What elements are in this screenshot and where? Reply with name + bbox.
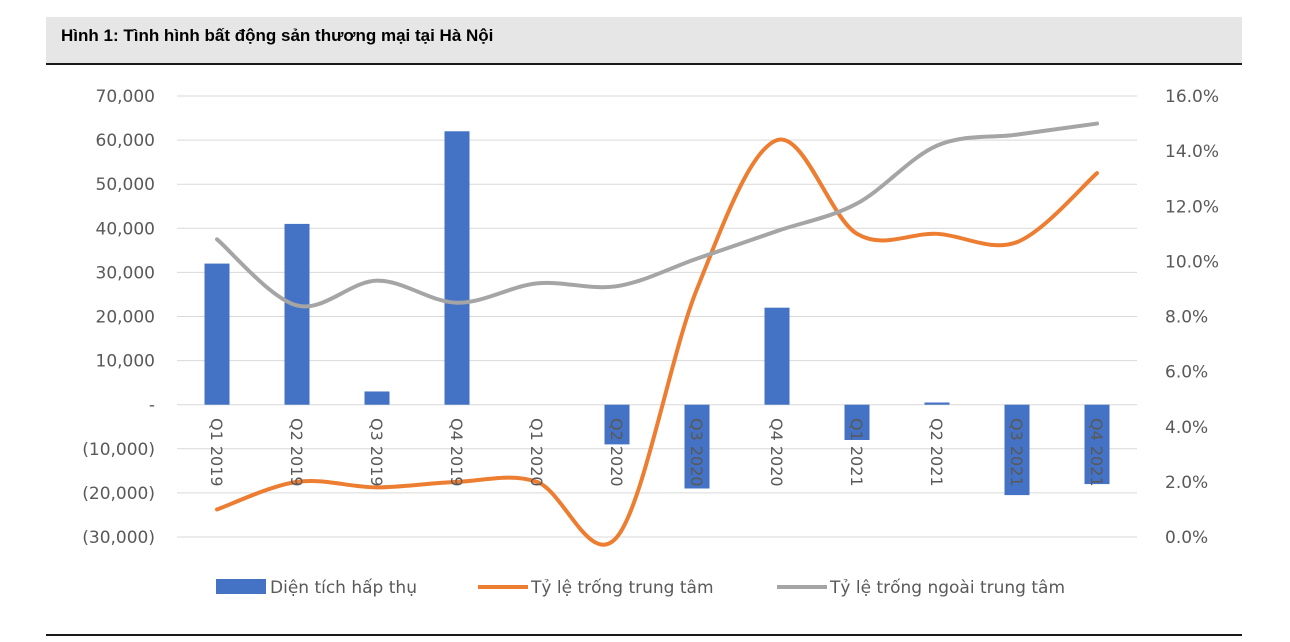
right-tick-label: 4.0% xyxy=(1165,418,1208,438)
category-label: Q2 2019 xyxy=(287,418,306,487)
category-label: Q2 2021 xyxy=(927,418,946,487)
right-axis-ticks: 16.0% 14.0% 12.0% 10.0% 8.0% 6.0% 4.0% 2.0% 0.0% xyxy=(1165,87,1219,548)
gridlines xyxy=(177,95,1137,538)
left-axis-ticks: 70,000 60,000 50,000 40,000 30,000 20,000 10,0… xyxy=(82,87,155,548)
category-label: Q4 2020 xyxy=(767,418,786,487)
category-label: Q1 2019 xyxy=(207,418,226,487)
right-tick-label: 2.0% xyxy=(1165,473,1208,493)
left-tick-label: 30,000 xyxy=(96,263,155,283)
category-label: Q3 2019 xyxy=(367,418,386,487)
right-tick-label: 6.0% xyxy=(1165,363,1208,383)
series-line xyxy=(215,121,1099,309)
left-tick-label: (20,000) xyxy=(82,484,155,504)
bar xyxy=(204,263,230,405)
bar xyxy=(924,402,950,405)
bar xyxy=(764,307,790,405)
left-tick-label: (30,000) xyxy=(82,528,155,548)
left-tick-label: 10,000 xyxy=(96,352,155,372)
left-tick-label: (10,000) xyxy=(82,440,155,460)
category-axis-labels: Q1 2019 Q2 2019 Q3 2019 Q4 2019 Q1 2020 Q2 20… xyxy=(207,418,1106,487)
category-label: Q4 2021 xyxy=(1087,418,1106,487)
right-tick-label: 14.0% xyxy=(1165,142,1219,162)
bar xyxy=(684,404,710,489)
category-label: Q1 2020 xyxy=(527,418,546,487)
line-series xyxy=(215,121,1099,547)
bar xyxy=(1084,404,1110,485)
bar xyxy=(284,223,310,405)
figure-title-bar: Hình 1: Tình hình bất động sản thương mạ… xyxy=(46,17,1242,65)
right-tick-label: 16.0% xyxy=(1165,87,1219,107)
series-line xyxy=(215,137,1099,547)
legend-label: Tỷ lệ trống trung tâm xyxy=(530,577,714,598)
legend-label: Tỷ lệ trống ngoài trung tâm xyxy=(829,577,1065,598)
left-tick-label: 40,000 xyxy=(96,219,155,239)
category-label: Q4 2019 xyxy=(447,418,466,487)
left-tick-label: 70,000 xyxy=(96,87,155,107)
category-label: Q2 2020 xyxy=(607,418,626,487)
left-tick-label: - xyxy=(149,396,155,416)
bottom-rule xyxy=(46,634,1242,636)
left-tick-label: 20,000 xyxy=(96,308,155,328)
right-tick-label: 10.0% xyxy=(1165,252,1219,272)
bar xyxy=(604,404,630,445)
left-tick-label: 50,000 xyxy=(96,175,155,195)
category-label: Q1 2021 xyxy=(847,418,866,487)
legend-swatch-bar xyxy=(216,579,266,594)
category-label: Q3 2020 xyxy=(687,418,706,487)
legend-label: Diện tích hấp thụ xyxy=(270,577,417,598)
left-tick-label: 60,000 xyxy=(96,131,155,151)
legend: Diện tích hấp thụ Tỷ lệ trống trung tâm Tỷ… xyxy=(216,577,1065,598)
bar xyxy=(844,404,870,440)
bar xyxy=(444,131,470,405)
bar xyxy=(364,391,390,405)
right-tick-label: 0.0% xyxy=(1165,528,1208,548)
figure-title: Hình 1: Tình hình bất động sản thương mạ… xyxy=(61,26,494,45)
category-label: Q3 2021 xyxy=(1007,418,1026,487)
right-tick-label: 12.0% xyxy=(1165,197,1219,217)
bar-series xyxy=(204,131,1110,496)
right-tick-label: 8.0% xyxy=(1165,308,1208,328)
bar xyxy=(1004,404,1030,496)
